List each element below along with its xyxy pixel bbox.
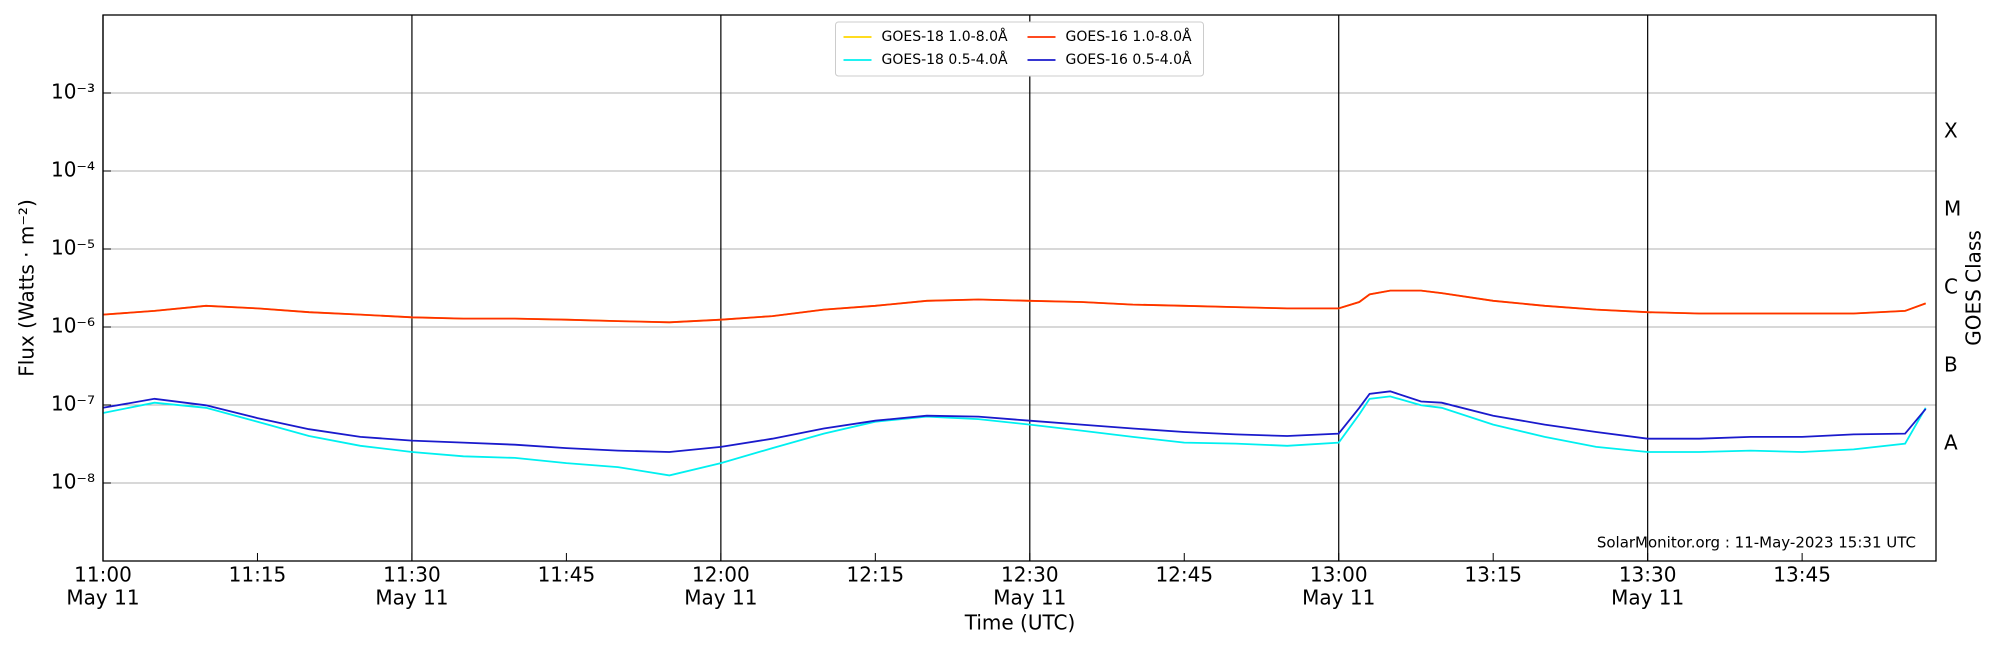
x-tick-label: 11:15	[229, 563, 287, 587]
x-tick-label: 13:00	[1310, 563, 1368, 587]
x-tick-label: 11:45	[538, 563, 596, 587]
legend-box	[835, 21, 1204, 77]
y2-axis-label: GOES Class	[1962, 230, 1986, 346]
series-line	[102, 289, 1927, 324]
x-tick-label: 11:30	[383, 563, 441, 587]
legend-label: GOES-18 1.0-8.0Å	[882, 28, 1008, 45]
x-tick-date: May 11	[1611, 586, 1684, 610]
x-axis-label: Time (UTC)	[964, 611, 1076, 635]
y-axis-label: Flux (Watts · m⁻²)	[15, 199, 39, 377]
y-tick-label: 10⁻⁶	[51, 314, 95, 338]
y-tick-label: 10⁻⁵	[51, 236, 95, 260]
y-tick-label: 10⁻³	[51, 80, 95, 104]
y2-tick-label: C	[1944, 275, 1958, 299]
y2-tick-label: A	[1944, 431, 1958, 455]
annotation: SolarMonitor.org : 11-May-2023 15:31 UTC	[1597, 534, 1916, 552]
x-tick-date: May 11	[1302, 586, 1375, 610]
y2-tick-label: X	[1944, 119, 1958, 143]
series-line	[102, 289, 1927, 324]
x-tick-label: 12:00	[692, 563, 750, 587]
y-tick-label: 10⁻⁷	[51, 392, 95, 416]
plot-frame	[102, 14, 1937, 562]
y2-tick-label: B	[1944, 353, 1958, 377]
legend-label: GOES-18 0.5-4.0Å	[882, 51, 1008, 68]
x-tick-label: 12:30	[1001, 563, 1059, 587]
y-tick-label: 10⁻⁴	[51, 158, 95, 182]
x-tick-label: 13:15	[1464, 563, 1522, 587]
y-tick-label: 10⁻⁸	[51, 470, 95, 494]
series-line	[102, 395, 1927, 477]
x-tick-label: 12:15	[847, 563, 905, 587]
x-tick-date: May 11	[66, 586, 139, 610]
series-line	[102, 390, 1927, 453]
x-tick-date: May 11	[684, 586, 757, 610]
legend-label: GOES-16 1.0-8.0Å	[1066, 28, 1192, 45]
x-tick-date: May 11	[375, 586, 448, 610]
x-tick-label: 13:45	[1773, 563, 1831, 587]
x-tick-label: 11:00	[74, 563, 132, 587]
y2-tick-label: M	[1944, 197, 1961, 221]
x-tick-label: 13:30	[1619, 563, 1677, 587]
x-tick-date: May 11	[993, 586, 1066, 610]
legend-label: GOES-16 0.5-4.0Å	[1066, 51, 1192, 68]
x-tick-label: 12:45	[1155, 563, 1213, 587]
